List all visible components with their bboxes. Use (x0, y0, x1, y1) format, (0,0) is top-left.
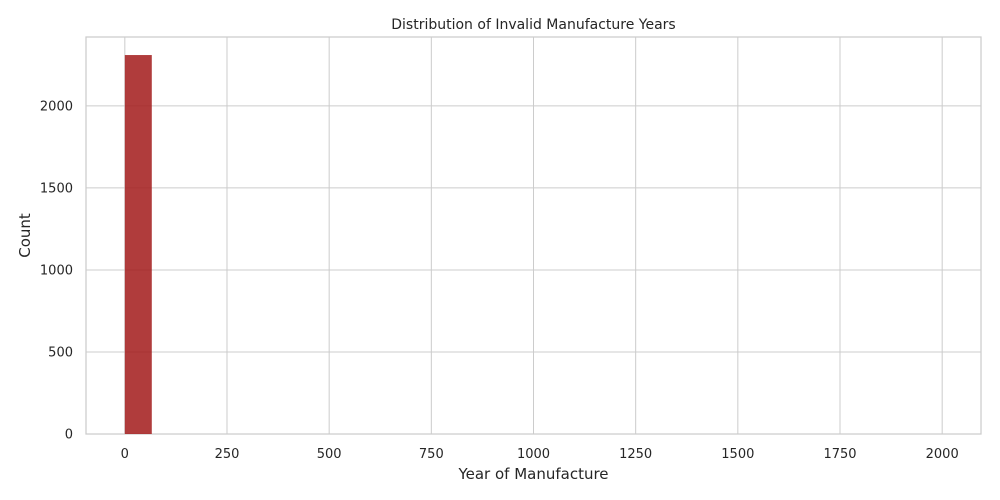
histogram-bar (124, 55, 152, 434)
x-tick-label: 250 (215, 447, 240, 462)
x-tick-label: 1000 (517, 447, 550, 462)
y-tick-label: 0 (65, 428, 73, 443)
y-tick-label: 2000 (40, 99, 73, 114)
y-tick-labels: 0 500 1000 1500 2000 (40, 99, 73, 442)
x-tick-label: 0 (121, 447, 129, 462)
x-tick-label: 750 (419, 447, 444, 462)
x-tick-label: 1250 (619, 447, 652, 462)
y-axis-label: Count (16, 213, 34, 258)
x-tick-label: 500 (317, 447, 342, 462)
x-tick-label: 1500 (721, 447, 754, 462)
chart-title: Distribution of Invalid Manufacture Year… (391, 17, 675, 33)
histogram-bars (124, 55, 152, 434)
x-tick-labels: 0 250 500 750 1000 1250 1500 1750 2000 (121, 447, 959, 462)
y-grid-lines (86, 105, 981, 435)
y-tick-label: 500 (48, 345, 73, 360)
x-tick-label: 2000 (926, 447, 959, 462)
x-tick-label: 1750 (823, 447, 856, 462)
y-tick-label: 1500 (40, 181, 73, 196)
x-axis-label: Year of Manufacture (457, 465, 608, 483)
y-tick-label: 1000 (40, 263, 73, 278)
